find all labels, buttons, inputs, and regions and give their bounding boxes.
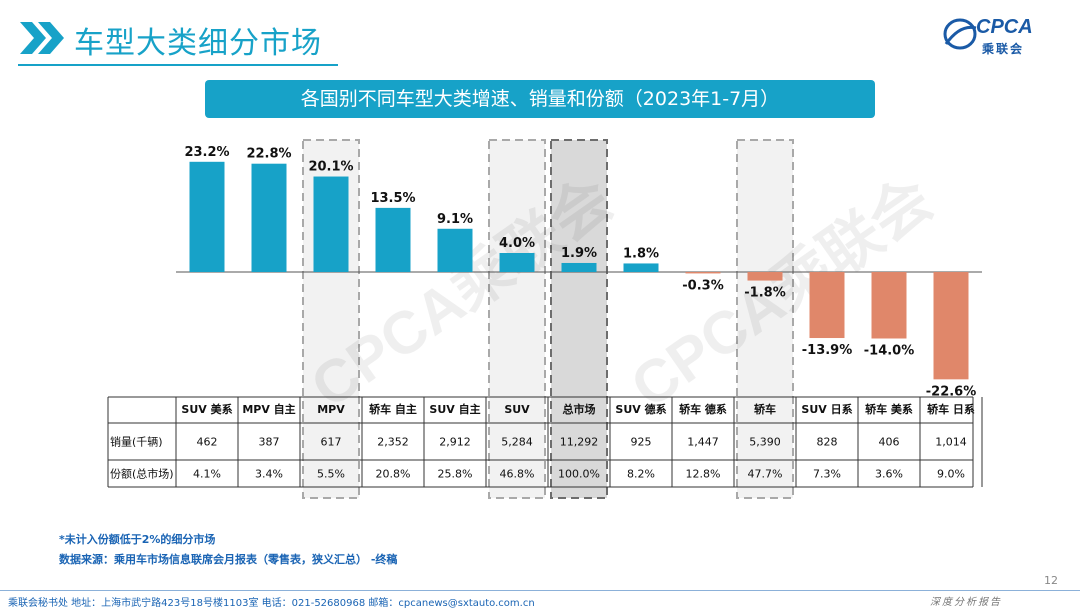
table-cell: 47.7% xyxy=(748,468,783,481)
highlight-box xyxy=(736,139,794,499)
table-cell: 5.5% xyxy=(317,468,345,481)
table-cell: 46.8% xyxy=(500,468,535,481)
table-category-label: 总市场 xyxy=(563,402,596,416)
table-cell: 5,284 xyxy=(501,436,533,449)
table-cell: 12.8% xyxy=(686,468,721,481)
table-category-label: SUV 日系 xyxy=(801,402,852,416)
bar-value-label: 22.8% xyxy=(246,147,291,162)
bar-value-label: 4.0% xyxy=(499,236,535,251)
table-cell: 617 xyxy=(321,436,342,449)
table-category-label: 轿车 xyxy=(754,402,776,416)
cpca-logo: CPCA 乘联会 xyxy=(942,14,1052,64)
chart-banner-title: 各国别不同车型大类增速、销量和份额（2023年1-7月） xyxy=(205,80,875,118)
table-category-label: SUV 德系 xyxy=(615,402,666,416)
table-cell: 9.0% xyxy=(937,468,965,481)
footer-contact: 乘联会秘书处 地址：上海市武宁路423号18号楼1103室 电话：021-526… xyxy=(8,598,535,609)
table-category-label: 轿车 德系 xyxy=(679,402,727,416)
table-cell: 1,447 xyxy=(687,436,719,449)
footer-divider xyxy=(0,590,1080,591)
bar xyxy=(685,272,721,274)
bar-value-label: 9.1% xyxy=(437,212,473,227)
table-cell: 20.8% xyxy=(376,468,411,481)
footer-report-label: 深度分析报告 xyxy=(930,597,1002,608)
bar-value-label: -0.3% xyxy=(682,278,723,293)
table-category-label: MPV 自主 xyxy=(242,402,295,416)
header: 车型大类细分市场 xyxy=(18,14,718,66)
bar xyxy=(623,263,659,272)
table-category-label: 轿车 日系 xyxy=(927,402,975,416)
highlight-box xyxy=(488,139,546,499)
bar-value-label: -14.0% xyxy=(864,344,915,359)
bar xyxy=(561,262,597,272)
bar xyxy=(189,161,225,272)
bar-value-label: -22.6% xyxy=(926,384,977,399)
bar xyxy=(809,272,845,339)
bar-value-label: -13.9% xyxy=(802,343,853,358)
bar xyxy=(251,163,287,272)
logo-subtext: 乘联会 xyxy=(982,42,1025,56)
table-cell: 4.1% xyxy=(193,468,221,481)
table-category-label: 轿车 美系 xyxy=(865,402,913,416)
table-category-label: SUV 自主 xyxy=(429,402,480,416)
highlight-box-total xyxy=(550,139,608,499)
bar-value-label: 1.9% xyxy=(561,246,597,261)
table-cell: 25.8% xyxy=(438,468,473,481)
logo-text: CPCA xyxy=(976,16,1033,38)
table-category-label: SUV 美系 xyxy=(181,402,232,416)
footnote-note: *未计入份额低于2%的细分市场 xyxy=(59,533,216,546)
table-cell: 462 xyxy=(197,436,218,449)
table-cell: 925 xyxy=(631,436,652,449)
bar-value-label: 1.8% xyxy=(623,246,659,261)
table-category-label: 轿车 自主 xyxy=(369,402,417,416)
bar xyxy=(871,272,907,339)
bar xyxy=(437,228,473,272)
table-row-label: 份额(总市场) xyxy=(110,467,174,481)
table-category-label: MPV xyxy=(317,403,345,416)
table-cell: 100.0% xyxy=(558,468,600,481)
table-cell: 1,014 xyxy=(935,436,967,449)
bar-value-label: -1.8% xyxy=(744,286,785,301)
table-cell: 11,292 xyxy=(560,436,599,449)
footnote-source: 数据来源：乘用车市场信息联席会月报表（零售表，狭义汇总） -终稿 xyxy=(59,553,398,566)
table-cell: 3.4% xyxy=(255,468,283,481)
bar xyxy=(375,207,411,272)
bar xyxy=(313,176,349,272)
bar-value-label: 20.1% xyxy=(308,160,353,175)
table-cell: 387 xyxy=(259,436,280,449)
table-cell: 8.2% xyxy=(627,468,655,481)
bar-value-label: 23.2% xyxy=(184,145,229,160)
table-cell: 406 xyxy=(879,436,900,449)
chevron-double-icon xyxy=(20,22,64,54)
table-cell: 3.6% xyxy=(875,468,903,481)
table-category-label: SUV xyxy=(504,403,530,416)
bar xyxy=(747,272,783,281)
table-row-label: 销量(千辆) xyxy=(110,435,163,449)
bar-value-label: 13.5% xyxy=(370,191,415,206)
page-title: 车型大类细分市场 xyxy=(74,26,322,61)
table-cell: 7.3% xyxy=(813,468,841,481)
bar xyxy=(933,272,969,380)
logo-emblem-icon xyxy=(943,18,977,50)
table-cell: 5,390 xyxy=(749,436,781,449)
bar xyxy=(499,253,535,272)
table-cell: 2,352 xyxy=(377,436,409,449)
table-cell: 2,912 xyxy=(439,436,471,449)
title-underline xyxy=(18,64,338,66)
table-cell: 828 xyxy=(817,436,838,449)
page-number: 12 xyxy=(1044,574,1058,587)
